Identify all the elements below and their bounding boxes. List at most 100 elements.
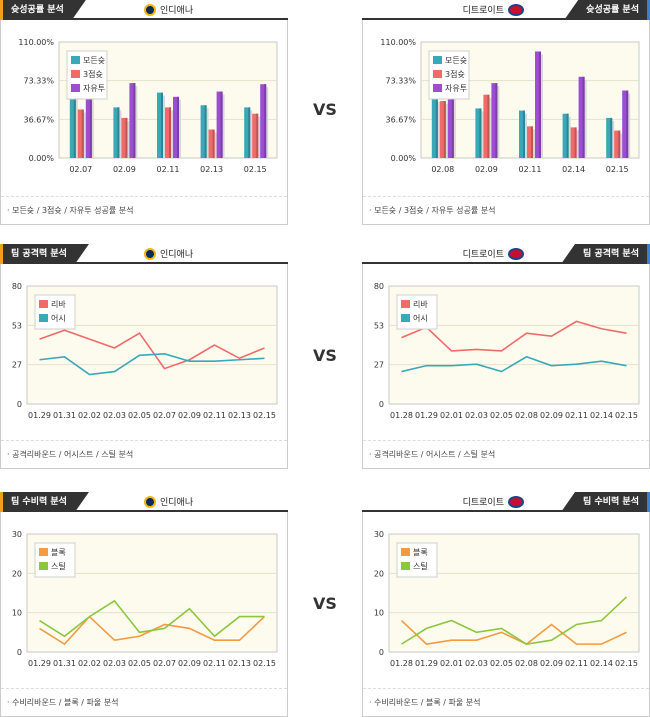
vs-label: VS [313,594,337,613]
x-tick-label: 02.09 [178,659,201,668]
pistons-logo-icon [508,247,524,260]
legend-label: 3점슛 [445,69,465,79]
bar [622,90,629,158]
bar-edge [574,127,577,158]
x-tick-label: 02.11 [565,411,588,420]
team-label: 디트로이트 [463,247,524,260]
team-name: 디트로이트 [462,498,504,508]
legend-swatch [401,562,410,570]
bar-edge [248,107,251,158]
panel-footer: · 수비리바운드 / 블록 / 파울 분석 [363,688,649,716]
x-tick-label: 02.01 [440,659,463,668]
bar-edge [539,51,541,159]
team-label: 디트로이트 [463,495,524,508]
bar [157,92,163,158]
bar [527,126,533,158]
team-label: 인디애나 [144,495,193,508]
bar-edge [566,113,569,158]
y-tick-label: 110.00% [380,38,416,47]
panel-footer: · 모든슛 / 3점슛 / 자유투 성공률 분석 [1,196,287,224]
legend-swatch [71,56,80,64]
x-tick-label: 02.03 [103,659,126,668]
x-tick-label: 02.01 [440,411,463,420]
y-tick-label: 53 [12,321,22,330]
x-tick-label: 02.13 [228,411,251,420]
legend-swatch [433,56,442,64]
y-tick-label: 30 [374,530,384,539]
bar [252,113,259,158]
legend-swatch [401,300,410,308]
attack-panel-detroit: 디트로이트 팀 공격력 분석 80 53 27 0 01.28 01.29 02.01 02.… [362,244,650,469]
plot-area [388,533,640,653]
series-line [39,329,265,370]
bar-edge [487,94,490,158]
x-tick-label: 01.31 [53,411,76,420]
x-tick-label: 02.05 [128,659,151,668]
bar [173,96,179,158]
series-line [39,599,265,638]
bar [113,107,120,158]
bar [570,127,577,158]
bar [85,73,92,158]
pistons-logo-icon [508,3,524,16]
defense-panel-indiana: 팀 수비력 분석 인디애나 30 20 10 0 01.29 01.31 02.02 02.0… [0,492,288,717]
vs-label: VS [313,346,337,365]
x-tick-label: 02.13 [228,659,251,668]
team-name: 인디애나 [160,6,194,16]
bar [129,83,136,158]
legend-label: 블록 [51,547,66,557]
y-tick-label: 0 [379,400,384,409]
x-tick-label: 02.15 [244,165,267,174]
x-tick-label: 02.02 [78,659,101,668]
bar-edge [582,76,585,158]
panel-header: 디트로이트 팀 수비력 분석 [362,492,650,512]
y-tick-label: 36.67% [385,115,416,124]
legend-swatch [39,314,48,322]
legend-label: 자유투 [83,84,105,93]
bar [475,108,482,158]
legend-swatch [39,562,48,570]
legend-swatch [71,70,80,78]
x-tick-label: 02.15 [606,165,629,174]
chart-defense-right: 30 20 10 0 01.28 01.29 02.01 02.03 02.05 02.08 02.… [363,512,649,688]
bar [216,91,223,158]
x-tick-label: 02.09 [475,165,498,174]
x-tick-label: 02.02 [78,411,101,420]
team-label: 디트로이트 [463,3,524,16]
shooting-panel-detroit: 디트로이트 슛성공률 분석 110.00% 73.33% 36.67% 0.00% 02… [362,0,650,225]
bar-edge [204,105,207,158]
y-tick-label: 110.00% [18,38,54,47]
legend-label: 리바 [413,299,428,309]
bar-edge [264,84,267,158]
pacers-logo-icon [144,247,156,260]
x-tick-label: 02.14 [590,411,613,420]
y-tick-label: 30 [12,530,22,539]
team-name: 디트로이트 [462,6,504,16]
bar [535,51,541,159]
x-tick-label: 02.13 [200,165,223,174]
x-tick-label: 02.14 [562,165,585,174]
x-tick-label: 02.07 [153,411,176,420]
bar [614,130,621,158]
panel-tab-title: 슛성공률 분석 [0,0,86,20]
x-tick-label: 02.15 [615,659,638,668]
y-tick-label: 80 [374,282,384,291]
bar-edge [523,110,525,158]
x-tick-label: 01.29 [28,411,51,420]
bar-edge [220,91,223,158]
x-tick-label: 01.28 [390,659,413,668]
x-tick-label: 02.03 [465,659,488,668]
y-tick-label: 0 [379,648,384,657]
bar-edge [212,129,215,158]
chart-shooting-left: 110.00% 73.33% 36.67% 0.00% 02.07 02.09 02.11 0… [1,20,287,196]
bar [431,98,438,158]
bar-edge [133,83,136,158]
x-tick-label: 02.08 [515,411,538,420]
x-tick-label: 02.15 [253,659,276,668]
bar [208,129,215,158]
bar [483,94,490,158]
x-tick-label: 02.05 [490,411,513,420]
panel-footer: · 수비리바운드 / 블록 / 파울 분석 [1,688,287,716]
x-tick-label: 02.07 [69,165,92,174]
legend-swatch [433,84,442,92]
